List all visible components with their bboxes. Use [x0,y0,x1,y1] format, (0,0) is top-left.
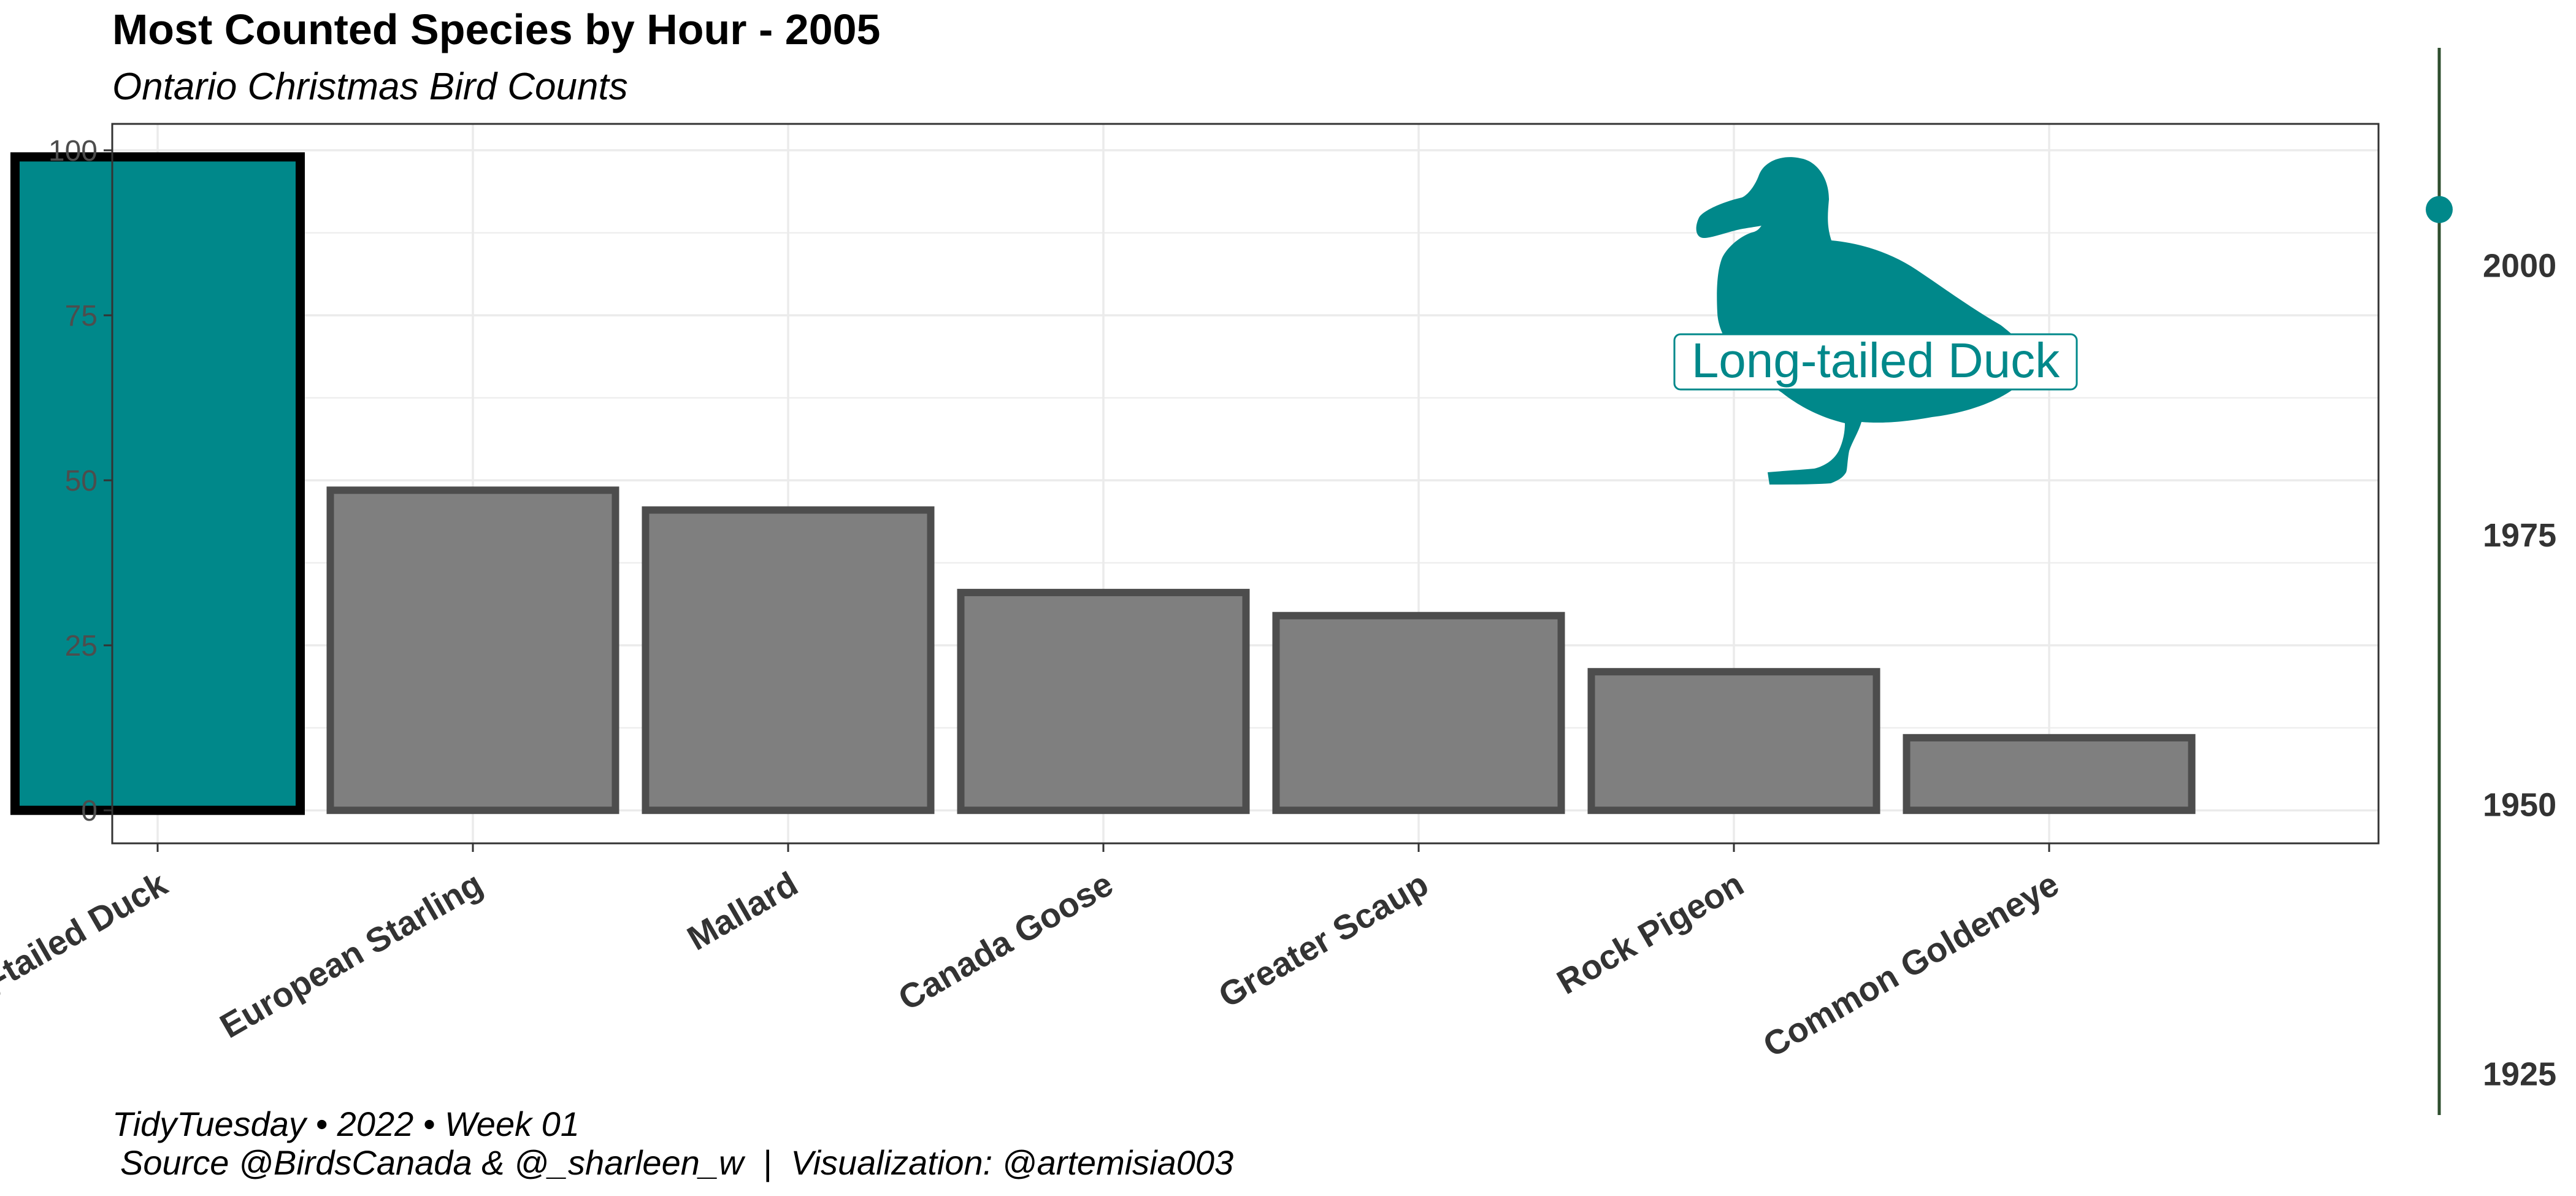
y-tick-label: 75 [65,300,98,332]
timeline-tick-label: 1925 [2483,1056,2556,1093]
bars-layer [10,152,2196,815]
timeline-tick-label: 1950 [2483,786,2556,823]
x-tick-label: Rock Pigeon [1551,864,1750,1002]
x-tick-label: Mallard [681,864,804,958]
bar-rock-pigeon [1587,668,1880,815]
panel-border [111,123,2380,845]
y-tick-label: 25 [65,630,98,662]
x-tick-label: Greater Scaup [1212,864,1435,1015]
timeline-tick-label: 2000 [2483,248,2556,285]
annotation-label-box [1673,333,2078,391]
bar-canada-goose [957,589,1250,815]
x-tick-label: Common Goldeneye [1757,864,2065,1065]
chart-subtitle: Ontario Christmas Bird Counts [112,66,628,108]
bar-common-goldeneye [1903,734,2196,815]
bar-greater-scaup [1272,611,1565,815]
x-tick-label: Long-tailed Duck [0,864,174,1037]
y-tick-label: 50 [65,465,98,497]
caption-line-2: Source @BirdsCanada & @_sharleen_w | Vis… [120,1143,1233,1183]
y-tick-label: 0 [81,795,98,827]
year-timeline: 1925 1950 1975 2000 [2426,48,2556,1115]
annotation-label: Long-tailed Duck [1692,333,2060,388]
timeline-current-year-marker [2426,196,2453,223]
annotation: Long-tailed Duck [1673,157,2078,485]
bar-long-tailed-duck [10,152,305,815]
chart-title: Most Counted Species by Hour - 2005 [112,6,880,53]
caption-line-1: TidyTuesday • 2022 • Week 01 [112,1105,580,1143]
x-tick-label: Canada Goose [892,864,1119,1018]
timeline-tick-label: 1975 [2483,517,2556,554]
x-axis: Long-tailed Duck European Starling Mallard… [0,843,2065,1065]
bar-mallard [642,506,935,815]
duck-silhouette-icon [1696,157,2025,485]
y-tick-label: 100 [48,135,98,167]
bar-european-starling [326,486,619,815]
x-tick-label: European Starling [213,864,489,1046]
y-axis: 0 25 50 75 100 [48,135,112,827]
